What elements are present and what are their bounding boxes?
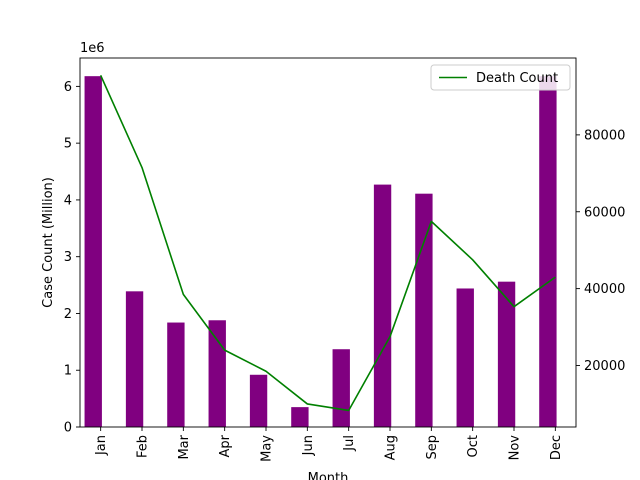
right-y-tick-label: 60000: [584, 205, 625, 220]
left-y-tick-label: 6: [64, 80, 72, 95]
right-y-axis-label: Death Count: [636, 191, 640, 273]
bar-jan: [84, 76, 102, 428]
x-tick-label-feb: Feb: [136, 435, 151, 458]
bar-apr: [208, 320, 226, 427]
x-tick-label-jan: Jan: [94, 435, 109, 456]
plot-frame: [79, 57, 577, 428]
bar-may: [249, 374, 268, 427]
left-y-tick-label: 4: [64, 193, 72, 208]
bar-feb: [125, 291, 144, 427]
left-y-tick-label: 0: [64, 421, 72, 436]
x-tick-label-mar: Mar: [177, 434, 192, 459]
bar-dec: [539, 76, 557, 428]
y-offset-text: 1e6: [80, 41, 105, 56]
left-y-axis-label: Case Count (Million): [41, 177, 56, 308]
x-tick-label-nov: Nov: [508, 435, 523, 461]
right-y-tick-label: 20000: [584, 359, 625, 374]
x-tick-label-oct: Oct: [466, 435, 481, 457]
bar-nov: [497, 281, 516, 427]
bar-jul: [332, 349, 350, 427]
left-y-tick-label: 3: [64, 250, 72, 265]
legend-label-death-count: Death Count: [476, 71, 558, 86]
line-layer: [99, 74, 556, 412]
bar-oct: [456, 288, 474, 427]
x-tick-label-jun: Jun: [301, 435, 316, 456]
x-tick-label-jul: Jul: [342, 435, 357, 452]
x-tick-label-aug: Aug: [384, 435, 399, 460]
left-y-tick-label: 1: [64, 364, 72, 379]
bar-jun: [291, 407, 309, 427]
death-count-line: [99, 74, 556, 412]
x-axis-label: Month: [308, 471, 349, 480]
legend-box: [430, 64, 571, 91]
bar-sep: [415, 193, 433, 427]
x-tick-label-apr: Apr: [218, 434, 233, 457]
bar-mar: [167, 322, 185, 427]
left-y-tick-label: 2: [64, 307, 72, 322]
bar-aug: [373, 184, 392, 427]
bars-layer: [84, 76, 557, 428]
right-y-tick-label: 40000: [584, 282, 625, 297]
x-tick-label-sep: Sep: [425, 435, 440, 460]
legend: Death Count: [430, 64, 571, 91]
left-y-tick-label: 5: [64, 137, 72, 152]
axes-layer: 0 1 2 3 4 5 6 1e6 20000 40000 60000 80000 Jan Feb Mar A…: [41, 41, 640, 480]
x-tick-label-may: May: [260, 435, 275, 462]
right-y-tick-label: 80000: [584, 128, 625, 143]
x-tick-label-dec: Dec: [549, 435, 564, 460]
